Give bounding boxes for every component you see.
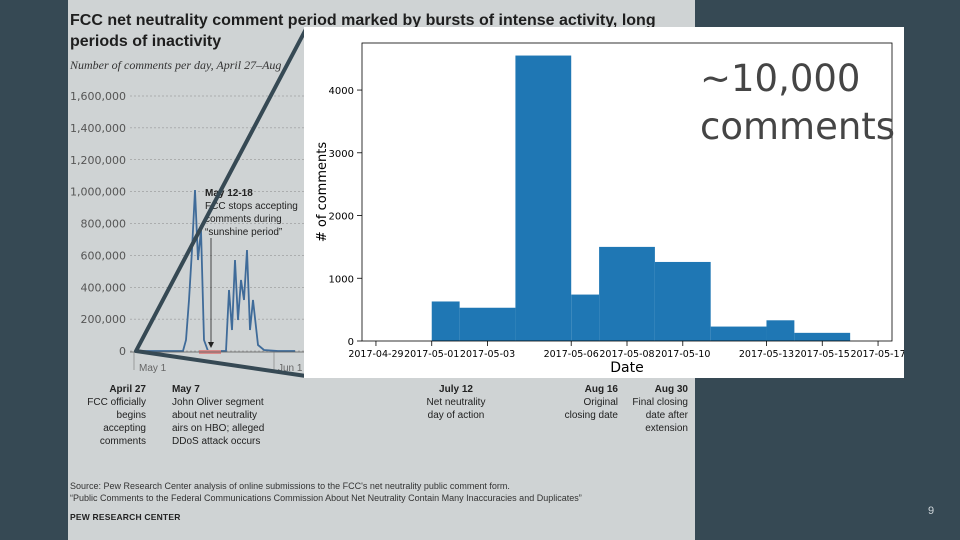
event-aug-16: Aug 16 Original closing date	[540, 383, 618, 422]
y-tick-label: 0	[348, 337, 354, 348]
event-title: July 12	[439, 384, 473, 395]
histogram-bar	[571, 294, 600, 341]
x-tick-label: 2017-05-15	[795, 349, 850, 360]
event-may-7: May 7 John Oliver segment about net neut…	[172, 383, 292, 448]
event-title: May 7	[172, 384, 200, 395]
page-number: 9	[928, 505, 935, 517]
x-tick-label: 2017-05-01	[404, 349, 459, 360]
y-tick-label: 2000	[329, 212, 354, 223]
bg-y-tick-label: 1,400,000	[70, 122, 126, 135]
y-axis-label: # of comments	[315, 142, 330, 242]
event-line: extension	[645, 423, 688, 434]
comment-count-callout: ~10,000 comments	[700, 55, 900, 151]
x-axis-label: Date	[610, 360, 643, 376]
event-aug-30: Aug 30 Final closing date after extensio…	[616, 383, 688, 435]
histogram-bar	[794, 332, 851, 341]
event-line: John Oliver segment	[172, 397, 264, 408]
x-tick-label: 2017-05-06	[544, 349, 599, 360]
event-line: accepting	[103, 423, 146, 434]
x-tick-label: 2017-05-08	[599, 349, 654, 360]
x-tick-label: 2017-05-10	[655, 349, 710, 360]
sunshine-annotation-title: May 12-18	[205, 188, 253, 199]
event-title: April 27	[109, 384, 146, 395]
sunshine-arrow-head	[208, 342, 214, 348]
bg-y-tick-label: 1,000,000	[70, 186, 126, 199]
bg-y-tick-label: 0	[119, 345, 126, 358]
histogram-bar	[766, 320, 795, 341]
sunshine-annotation: May 12-18 FCC stops accepting comments d…	[205, 187, 298, 239]
event-line: DDoS attack occurs	[172, 436, 261, 447]
histogram-bar	[654, 261, 711, 341]
event-line: Net neutrality	[426, 397, 486, 408]
x-tick-label: 2017-05-13	[739, 349, 794, 360]
histogram-bar	[459, 307, 516, 341]
event-line: closing date	[564, 410, 618, 421]
event-title: Aug 16	[584, 384, 618, 395]
bg-y-tick-label: 800,000	[81, 218, 127, 231]
callout-line-1: ~10,000	[700, 57, 861, 100]
event-line: day of action	[427, 410, 485, 421]
x-label-may1: May 1	[139, 363, 167, 374]
sunshine-line-2: comments during	[205, 214, 282, 225]
sunshine-line-1: FCC stops accepting	[205, 201, 298, 212]
callout-line-2: comments	[700, 105, 896, 148]
bg-y-tick-label: 600,000	[81, 249, 127, 262]
event-line: FCC officially	[87, 397, 146, 408]
event-line: Final closing	[632, 397, 688, 408]
event-line: about net neutrality	[172, 410, 258, 421]
event-line: date after	[645, 410, 688, 421]
event-line: comments	[99, 436, 146, 447]
histogram-bar	[710, 326, 767, 341]
sunshine-line-3: “sunshine period”	[205, 227, 283, 238]
histogram-bar	[515, 55, 572, 342]
event-april-27: April 27 FCC officially begins accepting…	[68, 383, 146, 448]
bg-y-tick-label: 1,600,000	[70, 90, 126, 103]
source-line-2: “Public Comments to the Federal Communic…	[70, 493, 582, 503]
y-tick-label: 1000	[329, 274, 354, 285]
event-july-12: July 12 Net neutrality day of action	[406, 383, 506, 422]
event-line: begins	[116, 410, 146, 421]
x-label-jun1: Jun 1	[278, 363, 303, 374]
bg-y-tick-label: 200,000	[81, 313, 127, 326]
bg-y-tick-label: 400,000	[81, 281, 127, 294]
source-note: Source: Pew Research Center analysis of …	[70, 480, 582, 504]
histogram-bar	[431, 301, 460, 341]
event-line: Original	[583, 397, 618, 408]
x-tick-label: 2017-04-29	[348, 349, 403, 360]
source-line-1: Source: Pew Research Center analysis of …	[70, 481, 510, 491]
x-tick-label: 2017-05-03	[460, 349, 515, 360]
y-tick-label: 4000	[329, 86, 354, 97]
histogram-bar	[599, 246, 655, 341]
event-line: airs on HBO; alleged	[172, 423, 265, 434]
pew-brand: PEW RESEARCH CENTER	[70, 512, 181, 522]
y-tick-label: 3000	[329, 149, 354, 160]
x-tick-label: 2017-05-17	[850, 349, 904, 360]
event-title: Aug 30	[654, 384, 688, 395]
bg-y-tick-label: 1,200,000	[70, 154, 126, 167]
inset-chart-panel: 0 1000 2000 3000 4000 2017-04-29 2017-05-01 20…	[304, 27, 906, 378]
